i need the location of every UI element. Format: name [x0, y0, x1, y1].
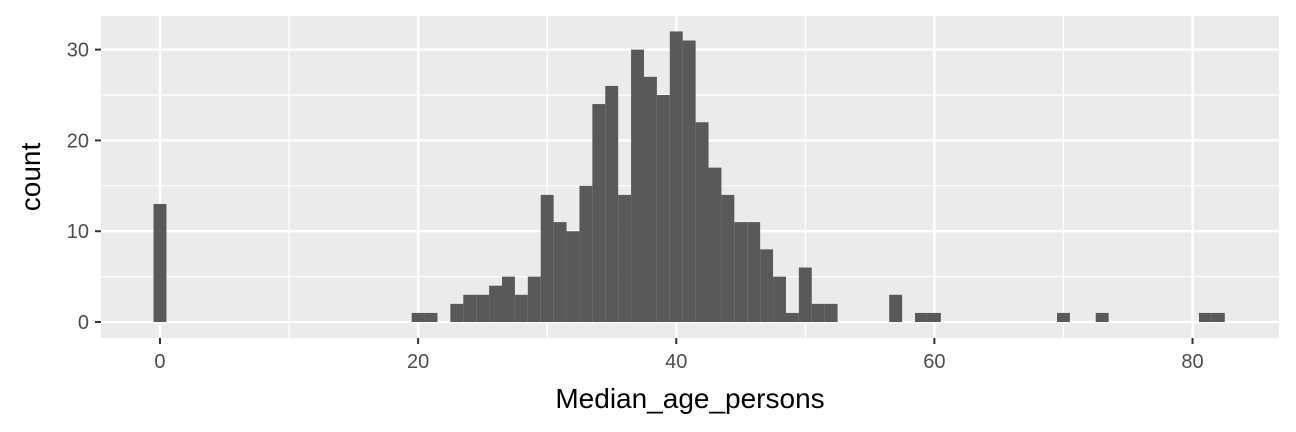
bar — [1057, 312, 1070, 323]
bar — [682, 40, 696, 323]
bar — [695, 122, 709, 323]
bar — [889, 294, 903, 323]
bar — [153, 203, 167, 323]
bar — [927, 312, 941, 323]
bar — [1095, 312, 1109, 323]
bar — [489, 285, 503, 323]
bar — [773, 276, 786, 323]
y-tick-label: 10 — [67, 221, 89, 243]
bar — [656, 95, 670, 323]
bar — [1198, 312, 1212, 323]
bar — [553, 222, 567, 323]
y-tick-label: 0 — [78, 312, 89, 334]
bar — [463, 294, 477, 323]
bar — [824, 303, 838, 323]
bar — [785, 312, 799, 323]
bar — [1211, 312, 1225, 323]
bar — [618, 194, 632, 323]
bar — [747, 222, 761, 323]
x-axis-title: Median_age_persons — [555, 383, 824, 414]
bar — [579, 185, 593, 323]
bar — [527, 276, 541, 323]
bar — [643, 76, 657, 323]
bar — [514, 294, 528, 323]
bar — [566, 231, 580, 323]
bar — [734, 222, 748, 323]
bar — [450, 303, 464, 323]
bar — [708, 167, 722, 323]
bar — [592, 104, 606, 323]
x-tick-label: 0 — [154, 351, 165, 373]
bar — [476, 294, 490, 323]
x-tick-label: 20 — [407, 351, 429, 373]
bar — [631, 49, 644, 323]
x-tick-label: 40 — [665, 351, 687, 373]
bar — [424, 312, 438, 323]
bar — [605, 85, 619, 323]
x-tick-label: 80 — [1181, 351, 1203, 373]
bar — [669, 31, 683, 323]
bar — [721, 194, 735, 323]
bar — [502, 276, 515, 323]
bar — [915, 312, 928, 323]
x-tick-label: 60 — [923, 351, 945, 373]
bar — [540, 194, 554, 323]
bar — [411, 312, 425, 323]
bar — [760, 249, 774, 323]
y-tick-label: 30 — [67, 40, 89, 62]
bar — [811, 303, 825, 323]
bar — [798, 267, 812, 323]
y-tick-label: 20 — [67, 130, 89, 152]
y-axis-title: count — [15, 143, 46, 212]
